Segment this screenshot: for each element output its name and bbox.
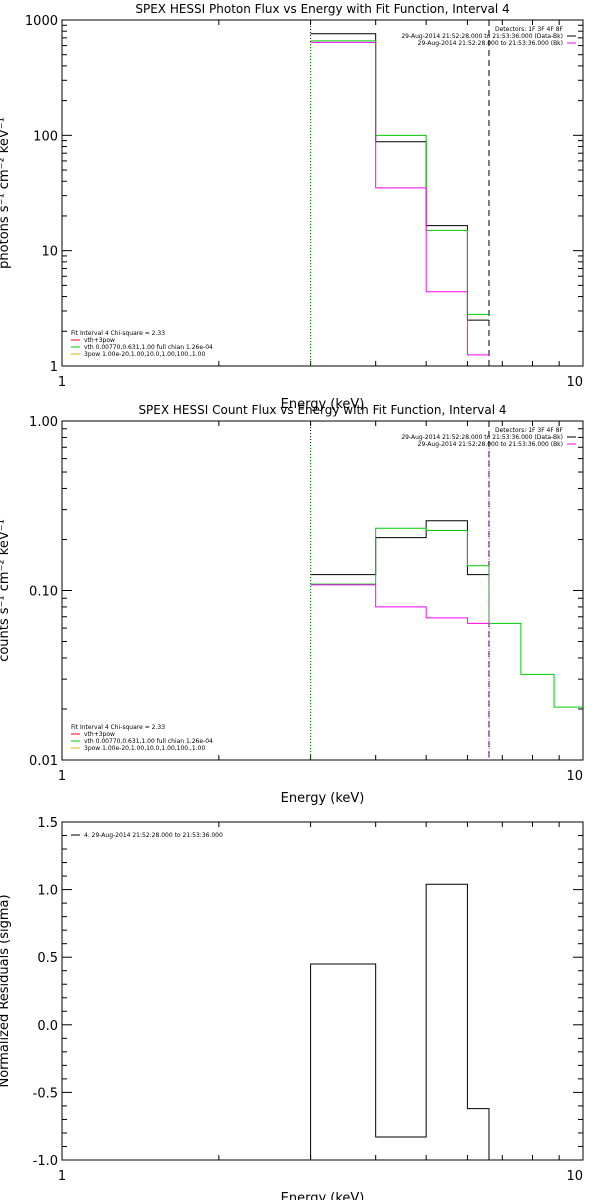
legend-entry: Detectors: 1F 3F 4F 8F xyxy=(495,427,564,434)
x-axis-label: Energy (keV) xyxy=(281,1191,365,1200)
legend-legend_bottom: Fit Interval 4 Chi-square = 2.33vth+3pow… xyxy=(71,330,213,358)
y-tick-label: 1000 xyxy=(25,14,58,29)
plot-frame xyxy=(61,19,584,367)
legend-entry: Fit Interval 4 Chi-square = 2.33 xyxy=(71,724,165,731)
y-tick-label: 1.5 xyxy=(37,816,58,831)
legend-entry: 4. 29-Aug-2014 21:52:28.000 to 21:53:36.… xyxy=(84,832,223,839)
x-axis-label: Energy (keV) xyxy=(281,397,365,412)
x-tick-label: 10 xyxy=(566,769,583,784)
y-tick-label: 1.00 xyxy=(29,415,58,430)
legend-entry: vth 0.00770,0.631,1.00 full chian 1.26e-… xyxy=(84,738,213,745)
legend-entry: Detectors: 1F 3F 4F 8F xyxy=(495,26,564,33)
chart-panel-2: SPEX HESSI Count Flux vs Energy with Fit… xyxy=(0,403,584,806)
y-tick-label: 0.10 xyxy=(29,585,58,600)
chart-panel-3: 1 10 Energy (keV) -1.0 -0.5 0.0 0.5 1.0 1.5 Norma… xyxy=(0,816,584,1200)
legend-entry: 29-Aug-2014 21:52:28.000 to 21:53:36.000… xyxy=(418,40,563,47)
legend-entry: vth+3pow xyxy=(84,337,115,344)
plot-frame xyxy=(61,420,584,761)
y-tick-label: 0.5 xyxy=(37,951,58,966)
series-1-line xyxy=(310,33,489,321)
legend-entry: 29-Aug-2014 21:52:28.000 to 21:53:36.000… xyxy=(418,441,563,448)
legend-entry: 29-Aug-2014 21:52:28.000 to 21:53:36.000… xyxy=(401,434,563,441)
y-tick-label: -0.5 xyxy=(33,1086,58,1101)
legend-entry: 3pow 1.00e-20,1.00,10.0,1.00,100.,1.00 xyxy=(84,745,205,752)
x-tick-label: 10 xyxy=(566,375,583,390)
y-tick-label: -1.0 xyxy=(33,1154,58,1169)
series-1-line xyxy=(310,520,489,576)
x-tick-label: 1 xyxy=(58,769,66,784)
legend-entry: Fit Interval 4 Chi-square = 2.33 xyxy=(71,330,165,337)
x-tick-label: 10 xyxy=(566,1169,583,1184)
plot-frame xyxy=(61,821,584,1161)
y-axis-label: photons s⁻¹ cm⁻² keV⁻¹ xyxy=(0,117,12,269)
legend-entry: 3pow 1.00e-20,1.00,10.0,1.00,100.,1.00 xyxy=(84,351,205,358)
y-tick-label: 1 xyxy=(50,360,58,375)
series-1-line xyxy=(310,883,490,1160)
chart-title: SPEX HESSI Photon Flux vs Energy with Fi… xyxy=(135,2,509,16)
series-3-line xyxy=(310,41,489,356)
series-2-line xyxy=(310,40,489,315)
x-axis-label: Energy (keV) xyxy=(281,791,365,806)
series-3-line xyxy=(310,584,489,624)
legend-legend_top: 4. 29-Aug-2014 21:52:28.000 to 21:53:36.… xyxy=(71,832,223,839)
legend-entry: 29-Aug-2014 21:52:28.000 to 21:53:36.000… xyxy=(401,33,563,40)
x-tick-label: 1 xyxy=(58,375,66,390)
y-tick-label: 1.0 xyxy=(37,884,58,899)
legend-legend_bottom: Fit Interval 4 Chi-square = 2.33vth+3pow… xyxy=(71,724,213,752)
y-axis-label: counts s⁻¹ cm⁻² keV⁻¹ xyxy=(0,519,12,662)
legend-entry: vth 0.00770,0.631,1.00 full chian 1.26e-… xyxy=(84,344,213,351)
chart-panel-1: SPEX HESSI Photon Flux vs Energy with Fi… xyxy=(0,2,584,412)
series-group xyxy=(310,444,583,760)
series-2-line xyxy=(310,527,583,708)
legend-entry: vth+3pow xyxy=(84,731,115,738)
y-tick-label: 10 xyxy=(41,245,58,260)
x-tick-label: 1 xyxy=(58,1169,66,1184)
y-axis-label: Normalized Residuals (sigma) xyxy=(0,894,12,1087)
series-group xyxy=(310,33,489,366)
y-tick-label: 0.0 xyxy=(37,1019,58,1034)
series-group xyxy=(310,883,490,1160)
y-tick-label: 100 xyxy=(33,129,58,144)
y-tick-label: 0.01 xyxy=(29,754,58,769)
chart-title: SPEX HESSI Count Flux vs Energy with Fit… xyxy=(138,403,506,417)
